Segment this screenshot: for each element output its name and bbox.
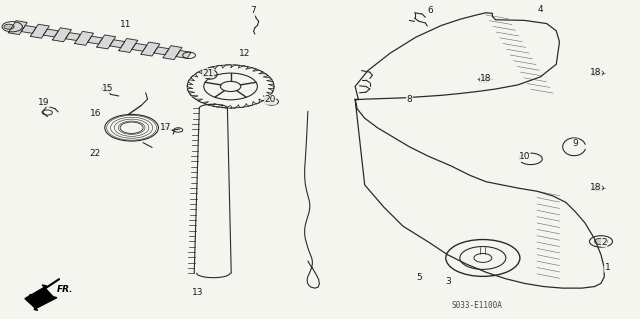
Polygon shape [163,46,182,60]
Text: 16: 16 [90,109,101,118]
Text: 19: 19 [38,98,50,107]
Text: 22: 22 [90,149,101,158]
Polygon shape [88,36,102,44]
Text: 18: 18 [590,68,602,77]
Polygon shape [176,50,191,58]
Text: 13: 13 [191,288,203,297]
Polygon shape [141,42,160,56]
Text: 3: 3 [445,277,451,286]
Polygon shape [97,35,116,49]
Text: 5: 5 [416,272,422,281]
Polygon shape [44,29,58,37]
Polygon shape [75,31,93,45]
Text: 7: 7 [250,6,256,15]
Polygon shape [109,40,125,48]
Text: 4: 4 [538,5,543,14]
Text: 15: 15 [102,84,113,93]
Polygon shape [65,33,81,41]
Text: 6: 6 [427,6,433,15]
Text: 2: 2 [602,238,607,247]
Polygon shape [30,24,49,38]
Polygon shape [25,285,57,310]
Polygon shape [119,39,138,52]
Text: 21: 21 [202,69,214,78]
Text: FR.: FR. [57,285,74,293]
Polygon shape [132,43,147,51]
Text: 17: 17 [160,123,172,132]
Text: 10: 10 [518,152,530,161]
Polygon shape [154,47,169,55]
Text: 1: 1 [605,263,611,272]
Text: 8: 8 [406,95,412,104]
Polygon shape [52,28,72,42]
Text: 9: 9 [573,139,579,148]
Text: 18: 18 [590,183,602,192]
Text: 11: 11 [120,20,131,29]
Text: 12: 12 [239,48,250,58]
Polygon shape [8,21,27,34]
Circle shape [4,24,14,29]
Text: 18: 18 [480,74,492,83]
Text: 20: 20 [264,95,276,104]
Polygon shape [21,26,36,33]
Text: S033-E1100A: S033-E1100A [451,301,502,310]
Circle shape [595,238,607,245]
